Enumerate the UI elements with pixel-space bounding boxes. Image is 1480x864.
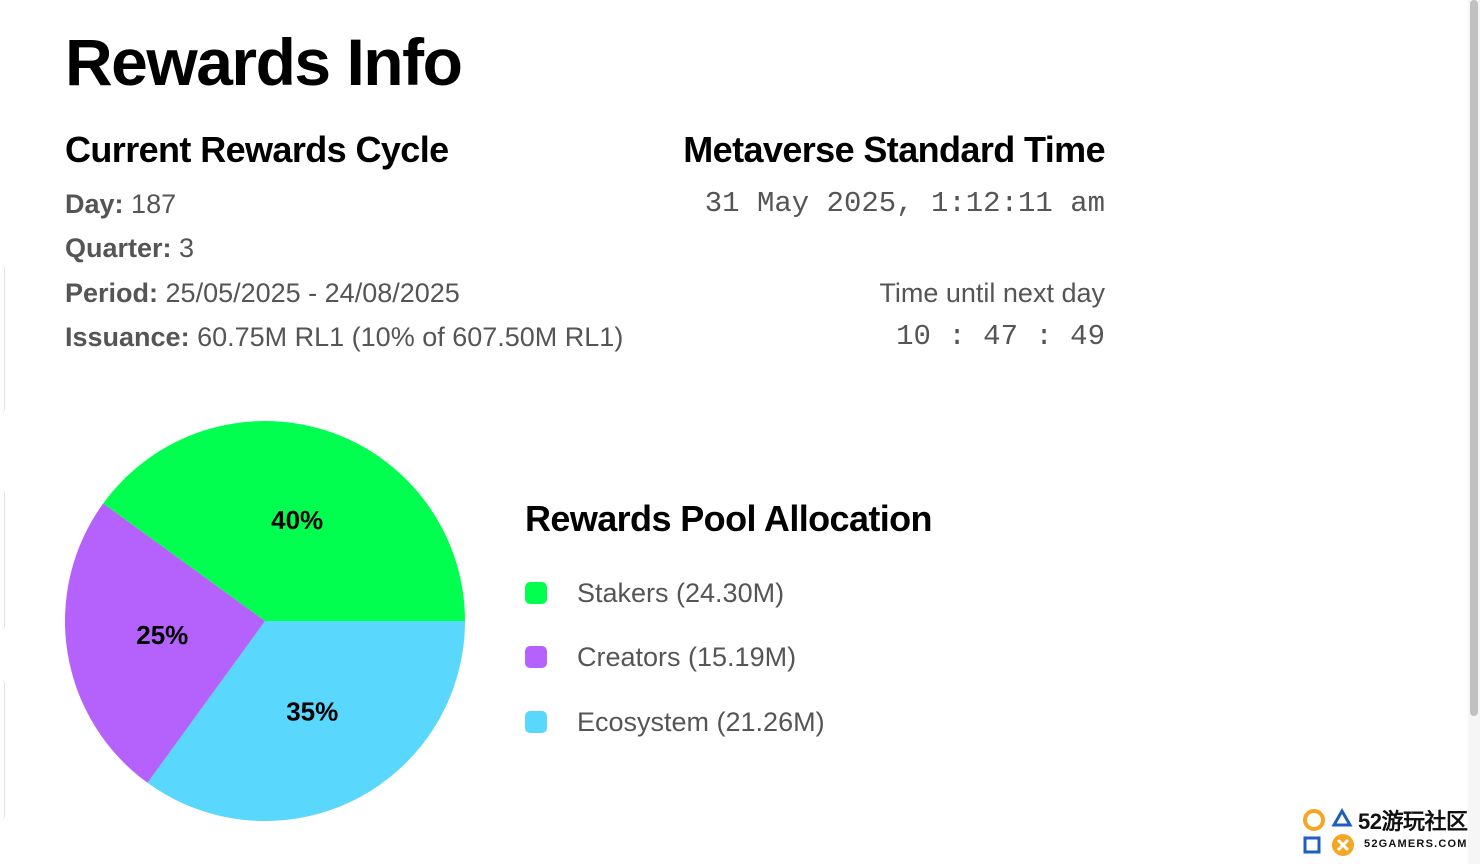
quarter-row: Quarter: 3 bbox=[65, 232, 194, 264]
legend-label-creators: Creators (15.19M) bbox=[577, 641, 797, 672]
page-title: Rewards Info bbox=[65, 25, 463, 99]
watermark-brand: 52游玩社区 bbox=[1358, 809, 1468, 834]
left-edge-tab bbox=[0, 680, 5, 820]
day-value: 187 bbox=[131, 189, 177, 219]
allocation-pie-chart: 40% 35% 25% bbox=[64, 420, 466, 822]
period-row: Period: 25/05/2025 - 24/08/2025 bbox=[65, 277, 460, 309]
gamepad-symbols-icon bbox=[1303, 807, 1354, 856]
pie-slice-stakers bbox=[103, 421, 466, 621]
issuance-value: 60.75M RL1 (10% of 607.50M RL1) bbox=[197, 322, 624, 352]
pie-label-stakers: 40% bbox=[271, 505, 323, 535]
watermark-logo: 52游玩社区 52GAMERS.COM bbox=[1300, 802, 1476, 860]
left-edge-tab bbox=[0, 265, 5, 413]
pie-slice-ecosystem bbox=[147, 621, 466, 821]
next-day-countdown: 10 : 47 : 49 bbox=[896, 320, 1105, 353]
period-label: Period: bbox=[65, 278, 159, 308]
day-label: Day: bbox=[65, 189, 124, 219]
day-row: Day: 187 bbox=[65, 188, 176, 220]
legend-label-ecosystem: Ecosystem (21.26M) bbox=[577, 706, 825, 737]
pie-label-creators: 25% bbox=[136, 620, 188, 650]
scrollbar-thumb[interactable] bbox=[1470, 0, 1478, 716]
pie-chart-svg: 40% 35% 25% bbox=[64, 421, 466, 821]
issuance-row: Issuance: 60.75M RL1 (10% of 607.50M RL1… bbox=[65, 321, 623, 353]
period-value: 25/05/2025 - 24/08/2025 bbox=[165, 278, 460, 308]
watermark-site: 52GAMERS.COM bbox=[1364, 838, 1468, 850]
pie-slice-creators bbox=[64, 503, 265, 783]
legend-item-stakers: Stakers (24.30M) bbox=[525, 576, 784, 610]
legend-item-creators: Creators (15.19M) bbox=[525, 640, 796, 674]
metaverse-datetime: 31 May 2025, 1:12:11 am bbox=[704, 187, 1105, 220]
quarter-value: 3 bbox=[179, 233, 195, 263]
legend-label-stakers: Stakers (24.30M) bbox=[577, 577, 785, 608]
page-scrollbar[interactable] bbox=[1468, 0, 1480, 864]
legend-swatch-stakers bbox=[525, 582, 547, 604]
issuance-label: Issuance: bbox=[65, 322, 190, 352]
pie-label-ecosystem: 35% bbox=[286, 697, 338, 727]
legend-swatch-creators bbox=[525, 646, 547, 668]
metaverse-standard-time-heading: Metaverse Standard Time bbox=[683, 129, 1105, 170]
current-rewards-cycle-heading: Current Rewards Cycle bbox=[65, 129, 449, 170]
rewards-pool-allocation-heading: Rewards Pool Allocation bbox=[525, 498, 933, 539]
legend-swatch-ecosystem bbox=[525, 711, 547, 733]
time-until-next-day-label: Time until next day bbox=[879, 278, 1105, 308]
quarter-label: Quarter: bbox=[65, 233, 172, 263]
left-edge-tab bbox=[0, 490, 5, 630]
legend-item-ecosystem: Ecosystem (21.26M) bbox=[525, 705, 825, 739]
